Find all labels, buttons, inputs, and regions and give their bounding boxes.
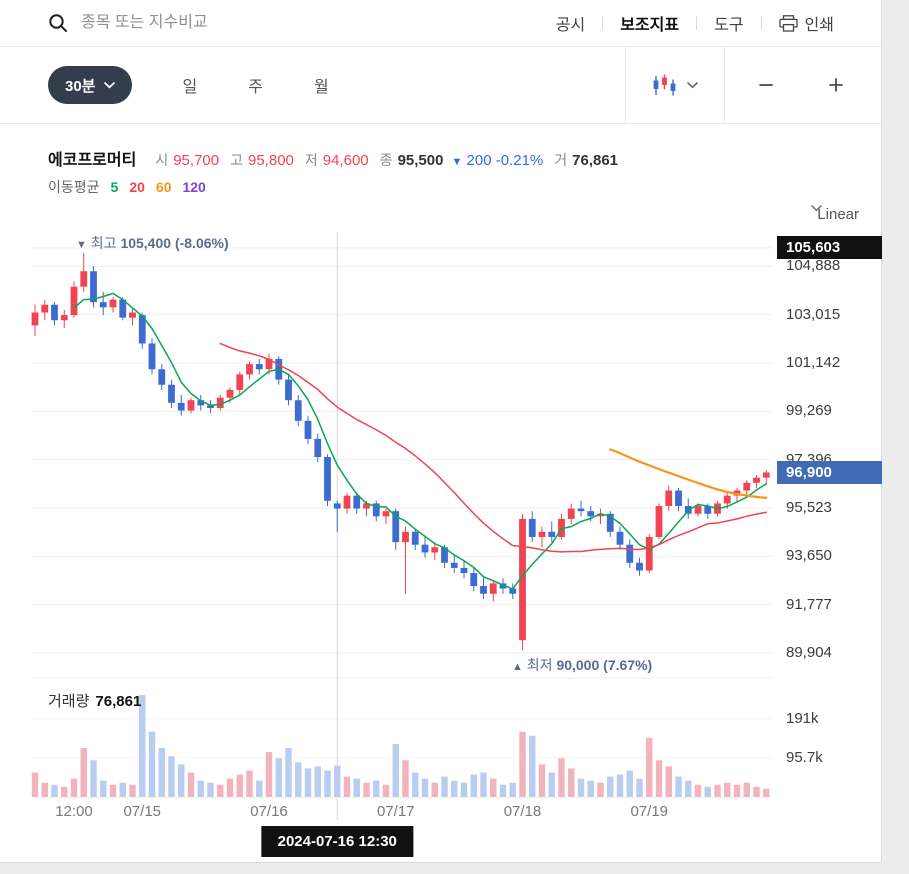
up-triangle-icon: ▲ bbox=[512, 661, 523, 673]
zoom-out-button[interactable]: − bbox=[733, 71, 799, 99]
high-value: 95,800 bbox=[248, 152, 294, 169]
low-value: 94,600 bbox=[322, 152, 369, 169]
chevron-down-icon bbox=[103, 81, 115, 88]
ma120-legend: 120 bbox=[182, 178, 206, 195]
menu-disclosure[interactable]: 공시 bbox=[539, 11, 602, 35]
crosshair-date-tooltip: 2024-07-16 12:30 bbox=[261, 826, 413, 857]
open-value: 95,700 bbox=[173, 152, 220, 169]
max-price-badge: 105,603 bbox=[777, 236, 882, 259]
stock-name: 에코프로머티 bbox=[48, 152, 137, 169]
ma-legend-label: 이동평균 bbox=[48, 178, 100, 195]
current-price-badge: 96,900 bbox=[777, 461, 882, 484]
menu-tools[interactable]: 도구 bbox=[697, 11, 760, 35]
chart-canvas[interactable] bbox=[0, 205, 882, 862]
scale-label: Linear bbox=[817, 206, 859, 223]
volume-value: 76,861 bbox=[95, 693, 142, 710]
stock-info-section: 에코프로머티 시 95,700 고 95,800 저 94,600 종 95,5… bbox=[0, 124, 881, 205]
search-input[interactable] bbox=[79, 13, 379, 33]
search-box[interactable] bbox=[48, 13, 539, 33]
open-label: 시 bbox=[155, 152, 169, 168]
menu-divider bbox=[602, 16, 604, 30]
volume-header: 거래량 76,861 bbox=[48, 690, 141, 711]
zoom-in-button[interactable]: + bbox=[803, 71, 869, 99]
low-annotation-label: 최저 bbox=[526, 657, 553, 673]
toolbar-right: − + bbox=[625, 47, 881, 123]
ohlc-row: 에코프로머티 시 95,700 고 95,800 저 94,600 종 95,5… bbox=[48, 146, 881, 169]
down-triangle-icon: ▼ bbox=[451, 156, 463, 168]
menu-divider bbox=[760, 16, 762, 30]
high-annotation: ▼ 최고 105,400 (-8.06%) bbox=[76, 235, 229, 251]
menu-print[interactable]: 인쇄 bbox=[762, 11, 851, 35]
toolbar-divider bbox=[724, 47, 725, 123]
top-menu: 공시 보조지표 도구 인쇄 bbox=[539, 11, 851, 35]
close-value: 95,500 bbox=[397, 152, 444, 169]
low-annotation: ▲ 최저 90,000 (7.67%) bbox=[512, 657, 653, 673]
menu-divider bbox=[696, 16, 698, 30]
print-label: 인쇄 bbox=[804, 17, 834, 34]
toolbar-divider bbox=[625, 47, 626, 123]
scale-select[interactable]: Linear bbox=[811, 205, 865, 224]
search-icon bbox=[49, 14, 67, 32]
down-triangle-icon: ▼ bbox=[76, 239, 87, 251]
interval-select[interactable]: 30분 bbox=[48, 66, 132, 104]
turnover-value: 76,861 bbox=[572, 152, 619, 169]
interval-toolbar: 30분 일 주 월 bbox=[0, 47, 881, 124]
printer-icon bbox=[778, 14, 798, 32]
volume-label: 거래량 bbox=[48, 693, 90, 710]
high-label: 고 bbox=[230, 152, 243, 168]
chart-panel: 공시 보조지표 도구 인쇄 30분 bbox=[0, 0, 882, 863]
menu-indicators[interactable]: 보조지표 bbox=[603, 11, 696, 35]
tab-weekly[interactable]: 주 bbox=[248, 73, 263, 97]
ma20-legend: 20 bbox=[129, 178, 145, 195]
change-percent: -0.21% bbox=[495, 152, 544, 169]
top-bar: 공시 보조지표 도구 인쇄 bbox=[0, 0, 881, 47]
tab-monthly[interactable]: 월 bbox=[314, 73, 329, 97]
tab-daily[interactable]: 일 bbox=[183, 73, 198, 97]
chevron-down-icon bbox=[687, 81, 698, 88]
low-label: 저 bbox=[304, 152, 318, 168]
ma60-legend: 60 bbox=[155, 178, 172, 195]
ma-legend: 이동평균 5 20 60 120 bbox=[48, 178, 881, 195]
chart-type-select[interactable] bbox=[626, 47, 724, 123]
high-annotation-label: 최고 bbox=[90, 235, 117, 251]
ma5-legend: 5 bbox=[110, 178, 119, 195]
candlestick-chart-icon bbox=[653, 74, 676, 96]
change-value: 200 bbox=[466, 152, 492, 169]
chart-area: Linear 105,603104,888103,015101,14299,26… bbox=[0, 205, 882, 862]
turnover-label: 거 bbox=[554, 152, 568, 168]
price-change: ▼ 200 -0.21% bbox=[451, 152, 543, 169]
close-label: 종 bbox=[379, 152, 393, 168]
chevron-down-icon bbox=[811, 205, 823, 212]
interval-label: 30분 bbox=[65, 77, 96, 95]
